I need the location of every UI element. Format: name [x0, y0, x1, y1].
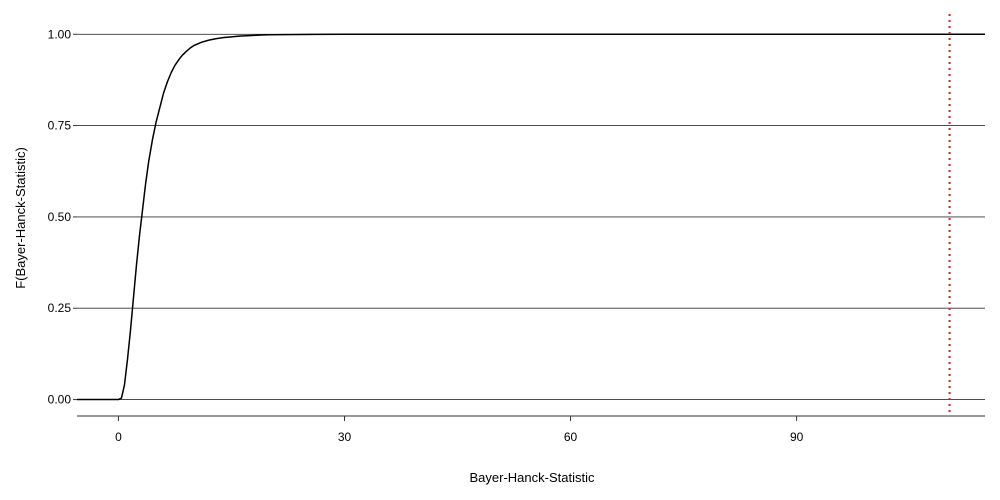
grid-lines — [77, 33, 985, 401]
y-tick-label: 0.75 — [48, 119, 72, 133]
x-tick-label: 60 — [564, 430, 578, 444]
x-tick-label: 90 — [790, 430, 804, 444]
y-tick-label: 1.00 — [48, 27, 72, 41]
series-layer — [77, 33, 985, 401]
y-tick-label: 0.50 — [48, 210, 72, 224]
y-axis-title: F(Bayer-Hanck-Statistic) — [13, 147, 28, 289]
y-tick-label: 0.25 — [48, 301, 72, 315]
series-line — [77, 33, 985, 401]
x-axis-title: Bayer-Hanck-Statistic — [470, 470, 595, 485]
x-tick-label: 30 — [338, 430, 352, 444]
x-axis: 0 30 60 90 — [77, 415, 985, 444]
x-tick-label: 0 — [115, 430, 122, 444]
y-tick-label: 0.00 — [48, 393, 72, 407]
y-axis: 0.00 0.25 0.50 0.75 1.00 — [48, 27, 77, 407]
